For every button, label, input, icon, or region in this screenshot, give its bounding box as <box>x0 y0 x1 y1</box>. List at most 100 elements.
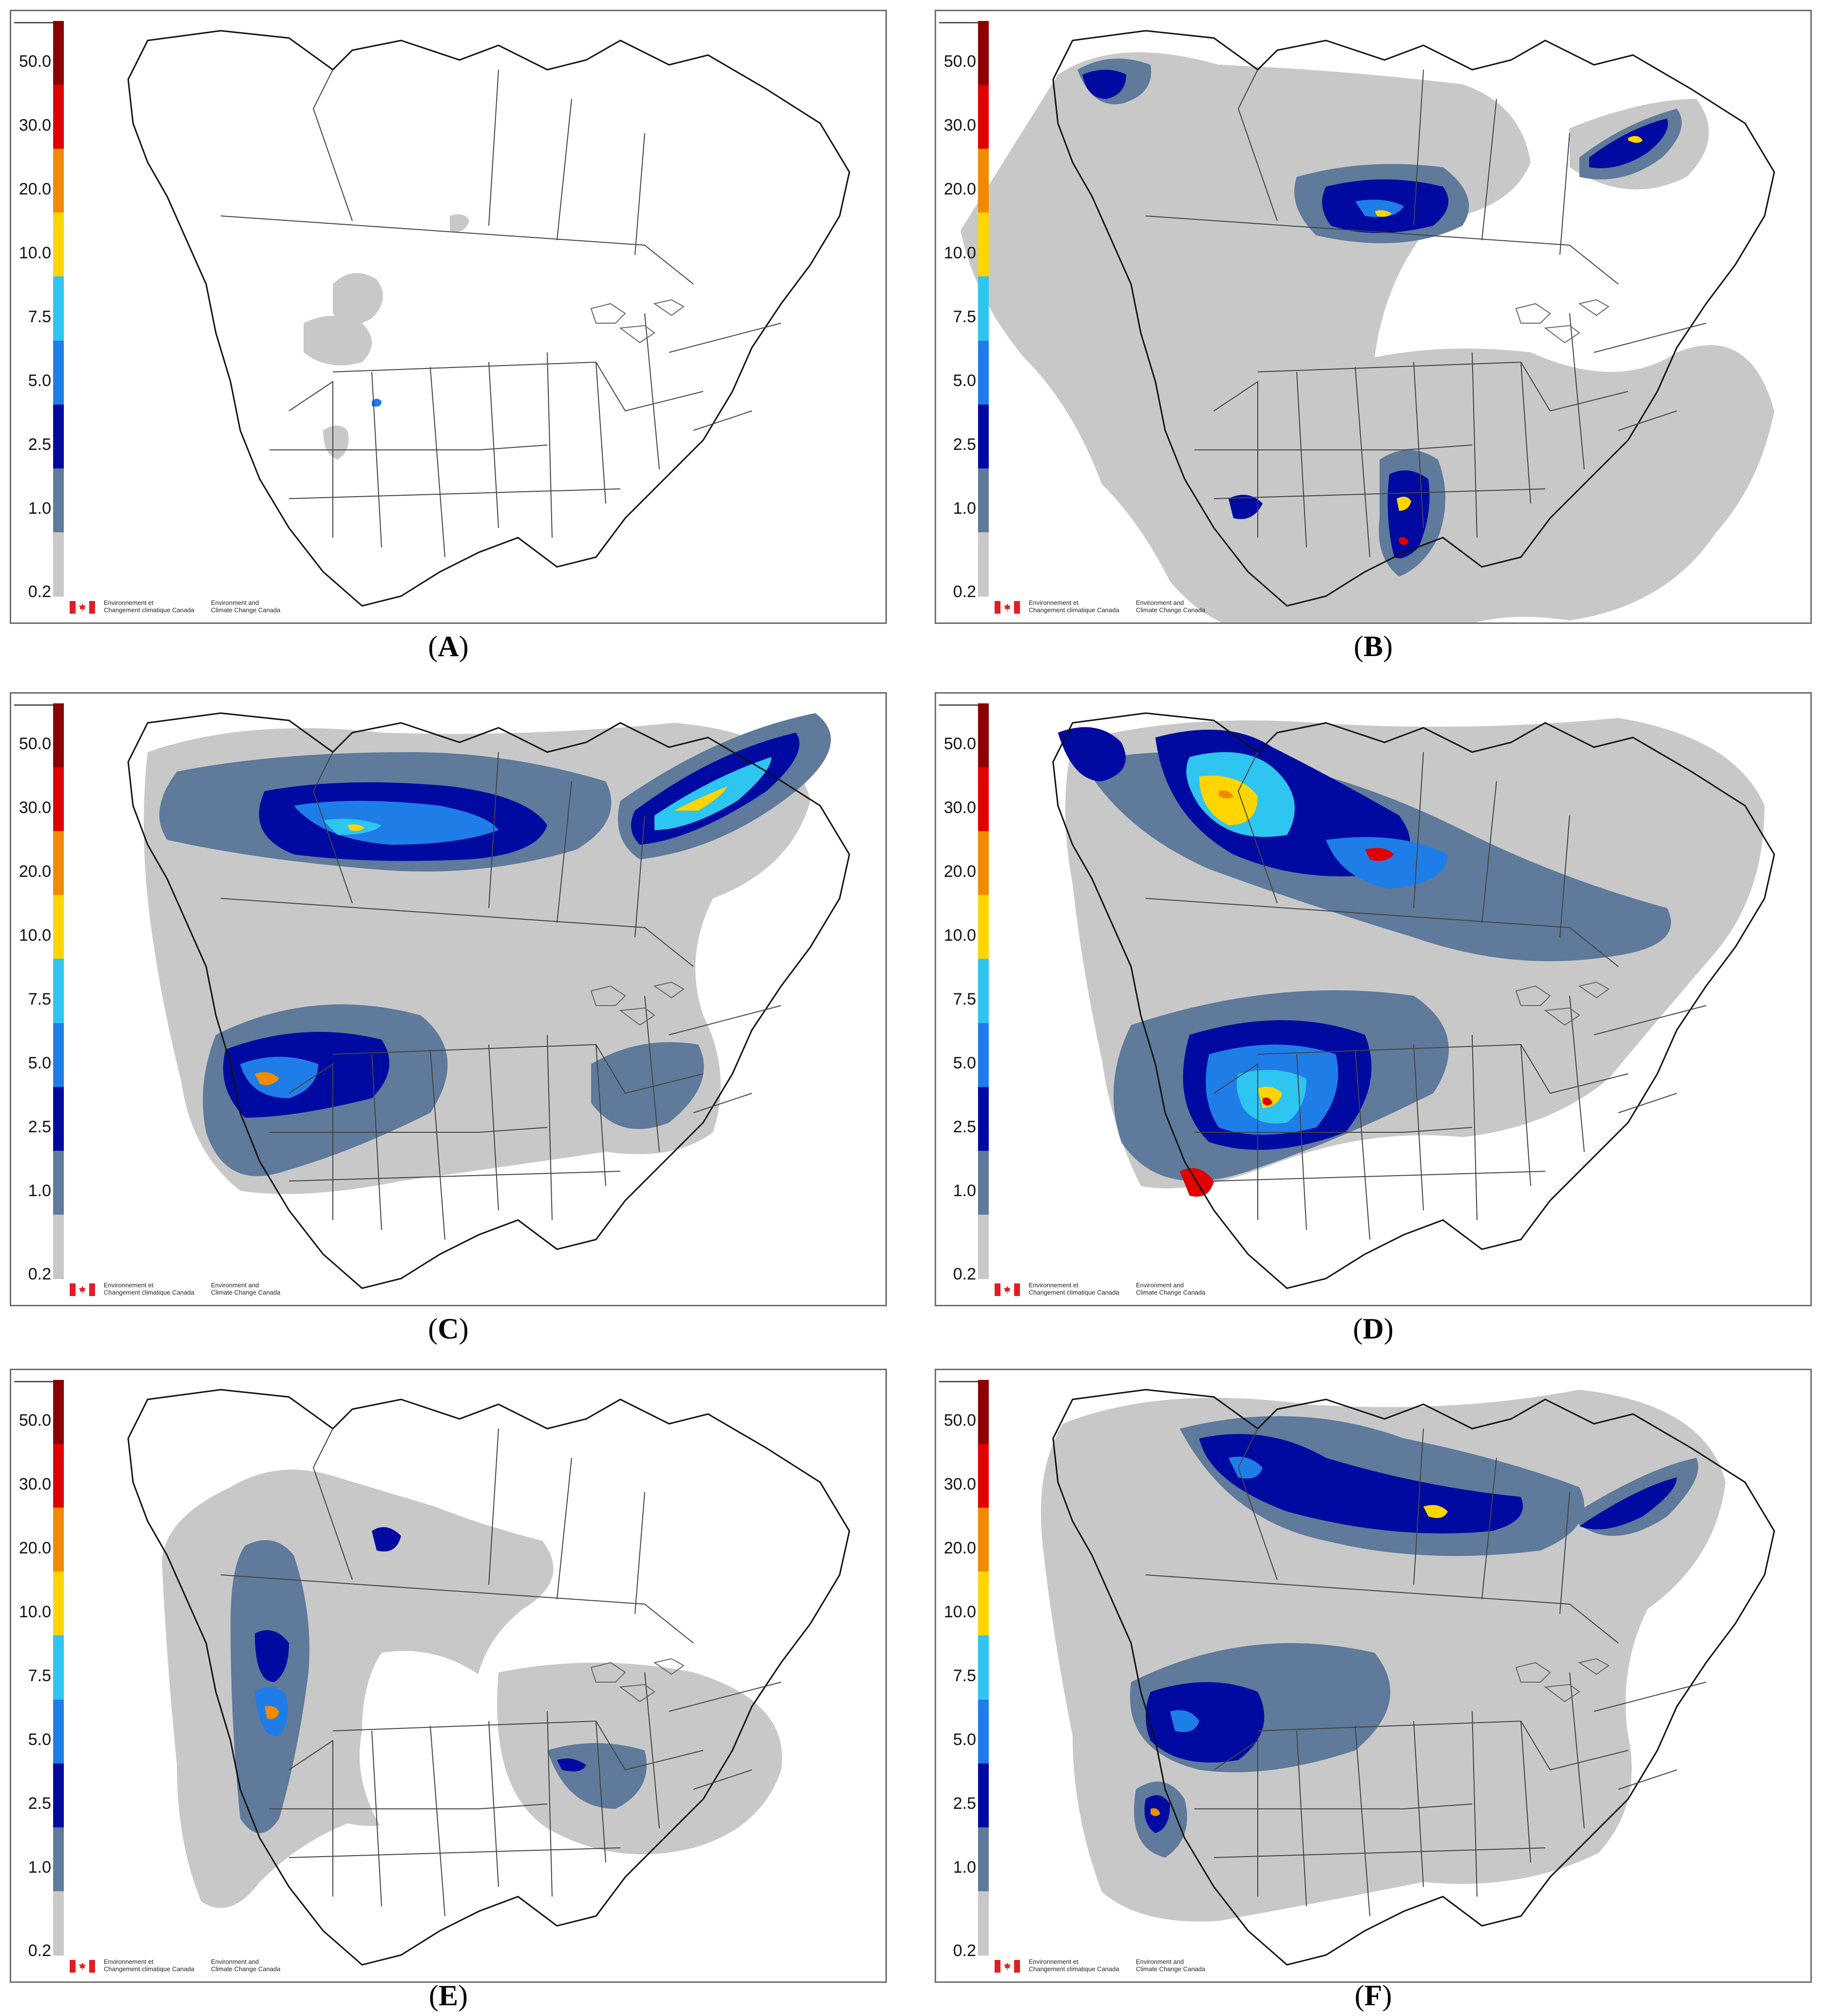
political-border-13 <box>269 1803 548 1809</box>
political-border-13 <box>269 445 548 450</box>
political-border-10 <box>1472 1034 1478 1221</box>
color-scale-segment <box>978 1635 989 1700</box>
color-scale-segment <box>978 468 989 533</box>
political-border-11 <box>595 1044 606 1186</box>
panel-caption: (E) <box>429 1979 468 2012</box>
concentration-map <box>1052 712 1775 1289</box>
political-border-11 <box>1520 362 1531 504</box>
color-scale-segment <box>978 767 989 832</box>
political-border-4 <box>1559 1492 1570 1614</box>
ministry-name-fr: Environnement et Changement climatique C… <box>104 1958 194 1973</box>
great-lakes <box>1515 981 1610 1026</box>
political-border-13 <box>269 1127 548 1133</box>
legend-tick-label: 7.5 <box>28 990 51 1008</box>
coastline <box>1052 712 1775 1289</box>
political-border-15 <box>669 1005 782 1035</box>
legend-tick-label: 30.0 <box>19 1474 51 1493</box>
political-border-0 <box>1145 898 1619 967</box>
legend-tick-label: 10.0 <box>943 926 976 945</box>
political-border-1 <box>1237 69 1278 221</box>
color-scale-segment <box>53 149 64 213</box>
political-border-5 <box>1257 1044 1629 1094</box>
political-border-5 <box>1257 361 1629 412</box>
political-border-7 <box>371 371 382 548</box>
ministry-name-en: Environment and Climate Change Canada <box>1136 1958 1206 1973</box>
color-scale-segment <box>53 1380 64 1445</box>
color-scale-segment <box>978 1827 989 1892</box>
coastline <box>127 30 850 607</box>
political-border-8 <box>430 1049 445 1240</box>
legend-tick-label: 1.0 <box>28 499 51 518</box>
political-border-9 <box>1413 1721 1424 1887</box>
political-border-6 <box>1213 381 1258 538</box>
color-scale-segment <box>978 831 989 896</box>
concentration-field-0 <box>162 1470 554 1908</box>
ministry-name-fr: Environnement et Changement climatique C… <box>104 1281 194 1296</box>
color-scale-segment <box>978 1891 989 1956</box>
concentration-field-4 <box>372 399 382 407</box>
color-scale-segment <box>53 468 64 533</box>
panel-caption: (D) <box>1353 1313 1394 1345</box>
legend-tick-label: 2.5 <box>28 435 51 454</box>
concentration-field-2 <box>360 1651 489 1831</box>
legend-tick-label: 20.0 <box>19 179 51 198</box>
legend-top-rule <box>14 1381 63 1382</box>
political-border-5 <box>332 361 704 412</box>
legend-tick-label: 5.0 <box>953 1054 976 1073</box>
legend-tick-label: 10.0 <box>943 243 976 262</box>
political-border-15 <box>1594 1005 1707 1035</box>
political-border-16 <box>1618 410 1677 431</box>
political-border-0 <box>220 1574 694 1644</box>
eccc-signature: Environnement et Changement climatique C… <box>995 599 1433 619</box>
legend-tick-label: 10.0 <box>19 243 51 262</box>
political-border-1 <box>312 69 353 221</box>
concentration-field-13 <box>255 1072 279 1086</box>
color-scale-segment <box>53 1763 64 1828</box>
political-border-3 <box>1481 781 1497 923</box>
political-border-9 <box>1413 362 1424 528</box>
political-border-7 <box>1296 371 1307 548</box>
political-border-2 <box>1413 752 1424 909</box>
legend-tick-label: 0.2 <box>953 582 976 601</box>
ministry-name-en: Environment and Climate Change Canada <box>211 1281 281 1296</box>
political-border-6 <box>288 1063 333 1220</box>
legend-tick-label: 30.0 <box>943 1474 976 1493</box>
political-border-16 <box>1618 1093 1677 1113</box>
political-border-12 <box>1569 995 1585 1152</box>
color-scale-legend: 50.0 30.0 20.0 10.0 7.5 5.0 2.5 1.0 0.2 <box>11 11 70 622</box>
legend-tick-label: 30.0 <box>943 116 976 135</box>
color-scale-segment <box>978 21 989 86</box>
legend-tick-label: 0.2 <box>953 1941 976 1960</box>
concentration-field-14 <box>591 1042 704 1129</box>
legend-tick-label: 50.0 <box>943 1411 976 1430</box>
eccc-signature: Environnement et Changement climatique C… <box>70 599 508 619</box>
political-border-9 <box>1413 1044 1424 1211</box>
concentration-field-6 <box>265 1706 279 1719</box>
legend-tick-label: 5.0 <box>28 371 51 390</box>
concentration-field-3 <box>450 214 469 232</box>
color-scale-segment <box>978 404 989 469</box>
ministry-name-fr: Environnement et Changement climatique C… <box>1029 1958 1119 1973</box>
color-scale-segment <box>978 1086 989 1151</box>
political-border-9 <box>488 1044 499 1211</box>
color-scale-segment <box>53 767 64 832</box>
color-scale-segment <box>53 831 64 896</box>
color-scale-segment <box>978 1571 989 1636</box>
coastline <box>127 712 850 1289</box>
panel-label: F <box>1364 1979 1382 2012</box>
concentration-field-15 <box>1229 495 1263 519</box>
concentration-map <box>127 712 850 1289</box>
political-border-14 <box>288 488 621 499</box>
political-border-0 <box>1145 1574 1619 1644</box>
legend-tick-label: 30.0 <box>19 798 51 817</box>
political-border-14 <box>1213 1847 1546 1858</box>
concentration-field-9 <box>674 786 728 811</box>
political-border-6 <box>288 1740 333 1897</box>
political-border-7 <box>371 1054 382 1230</box>
map-panel-c: 50.0 30.0 20.0 10.0 7.5 5.0 2.5 1.0 0.2 Environne… <box>10 692 887 1306</box>
ministry-name-en: Environment and Climate Change Canada <box>211 599 281 614</box>
color-scale-segment <box>978 149 989 213</box>
color-scale-segment <box>53 276 64 341</box>
legend-tick-label: 7.5 <box>28 1667 51 1685</box>
political-border-5 <box>332 1044 704 1094</box>
